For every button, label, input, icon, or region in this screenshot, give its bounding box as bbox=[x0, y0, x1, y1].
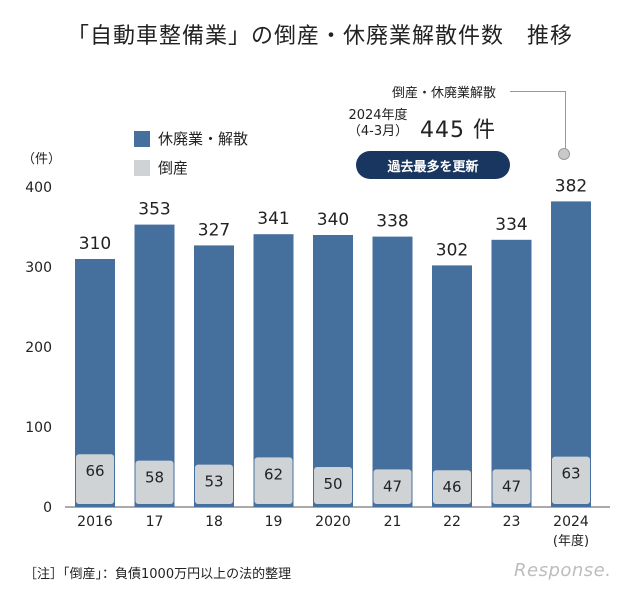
y-tick-label: 100 bbox=[25, 420, 52, 436]
bar-bankruptcy bbox=[76, 454, 114, 504]
callout-heading: 倒産・休廃業解散 bbox=[392, 86, 497, 101]
data-label-closure: 340 bbox=[317, 210, 349, 230]
bar-bankruptcy bbox=[373, 469, 412, 504]
legend-item-bankruptcy: 倒産 bbox=[134, 157, 188, 178]
bar-bankruptcy bbox=[552, 456, 590, 504]
footnote: ［注］「倒産」：負債1000万円以上の法的整理 bbox=[24, 567, 292, 582]
bar-closure bbox=[194, 245, 234, 507]
data-label-bankruptcy: 66 bbox=[85, 462, 104, 480]
record-badge: 過去最多を更新 bbox=[356, 151, 510, 179]
bar-bankruptcy bbox=[195, 464, 233, 504]
legend-item-closure: 休廃業・解散 bbox=[134, 128, 248, 149]
x-tick-label: 19 bbox=[265, 514, 283, 530]
data-label-closure: 338 bbox=[376, 212, 408, 232]
bar-chart: 0 100 200 300 400 310 66 2016 353 58 17 327 53 18 341 6… bbox=[25, 176, 610, 549]
data-label-closure: 310 bbox=[79, 234, 111, 254]
data-label-closure: 353 bbox=[138, 200, 170, 220]
bar-bankruptcy bbox=[314, 467, 352, 504]
callout-value: 445 件 bbox=[420, 118, 496, 143]
data-label-bankruptcy: 58 bbox=[145, 469, 164, 487]
callout-leader-horizontal bbox=[510, 91, 566, 92]
x-tick-label: 2024 bbox=[553, 514, 589, 530]
bar-closure bbox=[134, 224, 175, 507]
x-tick-label: 23 bbox=[503, 514, 521, 530]
data-label-closure: 327 bbox=[198, 220, 230, 240]
callout-period: 2024年度 （4-3月） bbox=[338, 108, 418, 140]
chart-title: 「自動車整備業」の倒産・休廃業解散件数 推移 bbox=[66, 24, 573, 49]
bar-bankruptcy bbox=[492, 469, 531, 504]
bar-closure bbox=[491, 239, 532, 508]
data-label-bankruptcy: 53 bbox=[204, 473, 223, 491]
legend-swatch-closure bbox=[134, 130, 150, 147]
data-label-closure: 334 bbox=[495, 215, 527, 235]
x-tick-label: 2020 bbox=[315, 514, 351, 530]
data-label-bankruptcy: 47 bbox=[502, 477, 521, 495]
bar-bankruptcy bbox=[433, 470, 471, 504]
legend-label-closure: 休廃業・解散 bbox=[158, 130, 249, 148]
x-tick-label: 22 bbox=[443, 514, 461, 530]
y-tick-label: 200 bbox=[25, 340, 52, 356]
y-tick-label: 400 bbox=[25, 180, 52, 196]
callout-leader-vertical bbox=[565, 91, 566, 149]
legend-label-bankruptcy: 倒産 bbox=[158, 159, 189, 177]
x-tick-label: 17 bbox=[146, 514, 164, 530]
data-label-closure: 302 bbox=[436, 240, 468, 260]
callout-period-months: （4-3月） bbox=[347, 124, 409, 139]
data-label-bankruptcy: 63 bbox=[561, 465, 580, 483]
bar-bankruptcy bbox=[254, 457, 293, 504]
x-tick-label: 21 bbox=[384, 514, 402, 530]
data-label-closure: 341 bbox=[257, 209, 289, 229]
bar-closure bbox=[313, 235, 353, 507]
y-tick-label: 300 bbox=[25, 260, 52, 276]
x-tick-label: 18 bbox=[205, 514, 223, 530]
callout-period-year: 2024年度 bbox=[348, 108, 408, 123]
data-label-bankruptcy: 50 bbox=[323, 475, 342, 493]
y-tick-label: 0 bbox=[43, 500, 52, 516]
data-label-bankruptcy: 46 bbox=[442, 478, 461, 496]
bar-closure bbox=[372, 236, 413, 507]
bar-closure bbox=[432, 265, 472, 507]
bar-bankruptcy bbox=[135, 460, 174, 504]
legend-swatch-bankruptcy bbox=[134, 159, 150, 176]
data-label-bankruptcy: 47 bbox=[383, 477, 402, 495]
callout-dot bbox=[558, 148, 570, 160]
bar-closure bbox=[551, 201, 591, 507]
brand-logo: Response. bbox=[514, 560, 612, 581]
x-axis-sublabel: (年度) bbox=[553, 533, 589, 549]
x-tick-label: 2016 bbox=[77, 514, 113, 530]
y-unit-label: （件） bbox=[22, 152, 62, 167]
data-label-closure: 382 bbox=[555, 176, 587, 196]
data-label-bankruptcy: 62 bbox=[264, 465, 283, 483]
